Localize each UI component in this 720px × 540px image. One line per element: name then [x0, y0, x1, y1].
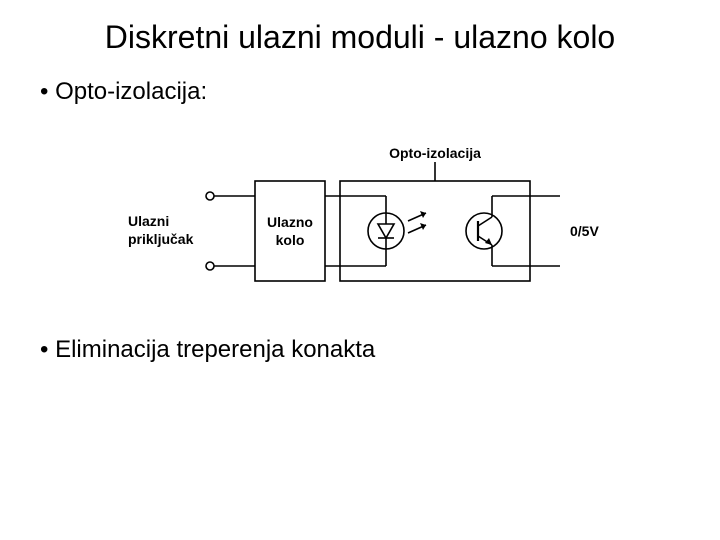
- svg-text:kolo: kolo: [276, 232, 305, 248]
- opto-isolation-diagram: Ulazni priključak Opto-izolacija 0/5V Ulazno…: [110, 126, 610, 306]
- page-title: Diskretni ulazni moduli - ulazno kolo: [0, 0, 720, 66]
- svg-text:Ulazni: Ulazni: [128, 213, 169, 229]
- bullet-debounce: Eliminacija treperenja konakta: [0, 336, 720, 364]
- svg-text:Opto-izolacija: Opto-izolacija: [389, 145, 481, 161]
- svg-text:Ulazno: Ulazno: [267, 214, 313, 230]
- svg-text:0/5V: 0/5V: [570, 223, 599, 239]
- diagram-container: Ulazni priključak Opto-izolacija 0/5V Ulazno…: [0, 126, 720, 306]
- bullet-opto: Opto-izolacija:: [0, 78, 720, 106]
- svg-text:priključak: priključak: [128, 231, 194, 247]
